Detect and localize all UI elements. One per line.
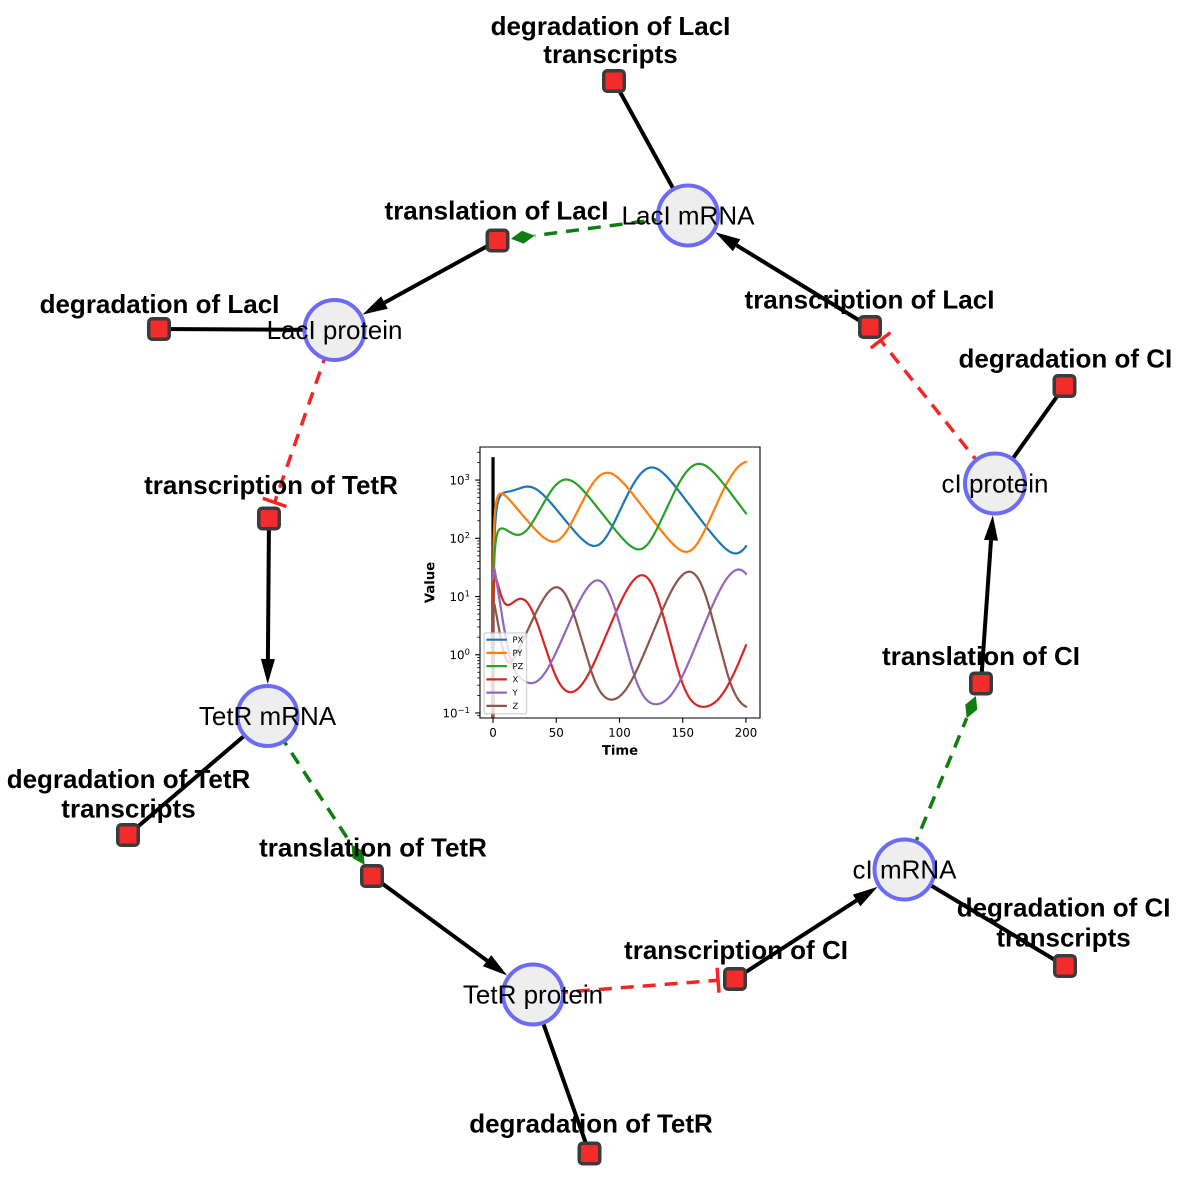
- svg-text:cI mRNA: cI mRNA: [853, 855, 958, 885]
- svg-text:LacI mRNA: LacI mRNA: [622, 201, 756, 231]
- svg-text:transcripts: transcripts: [996, 922, 1130, 952]
- svg-text:transcripts: transcripts: [61, 793, 195, 823]
- svg-text:degradation of LacI: degradation of LacI: [40, 289, 280, 319]
- svg-text:transcription of LacI: transcription of LacI: [745, 284, 995, 314]
- svg-text:TetR protein: TetR protein: [463, 980, 603, 1010]
- svg-text:degradation of TetR: degradation of TetR: [7, 764, 251, 794]
- svg-text:degradation of TetR: degradation of TetR: [469, 1109, 713, 1139]
- svg-text:TetR mRNA: TetR mRNA: [199, 701, 337, 731]
- svg-text:transcription of CI: transcription of CI: [624, 935, 848, 965]
- svg-text:degradation of LacI: degradation of LacI: [491, 11, 731, 41]
- svg-text:LacI protein: LacI protein: [267, 315, 403, 345]
- svg-text:translation of TetR: translation of TetR: [259, 832, 487, 862]
- svg-text:transcription of TetR: transcription of TetR: [144, 470, 398, 500]
- svg-text:translation of CI: translation of CI: [882, 641, 1080, 671]
- svg-text:cI protein: cI protein: [942, 469, 1049, 499]
- svg-text:degradation of CI: degradation of CI: [959, 343, 1173, 373]
- svg-text:translation of LacI: translation of LacI: [385, 195, 609, 225]
- svg-text:degradation of CI: degradation of CI: [957, 893, 1171, 923]
- svg-text:transcripts: transcripts: [543, 39, 677, 69]
